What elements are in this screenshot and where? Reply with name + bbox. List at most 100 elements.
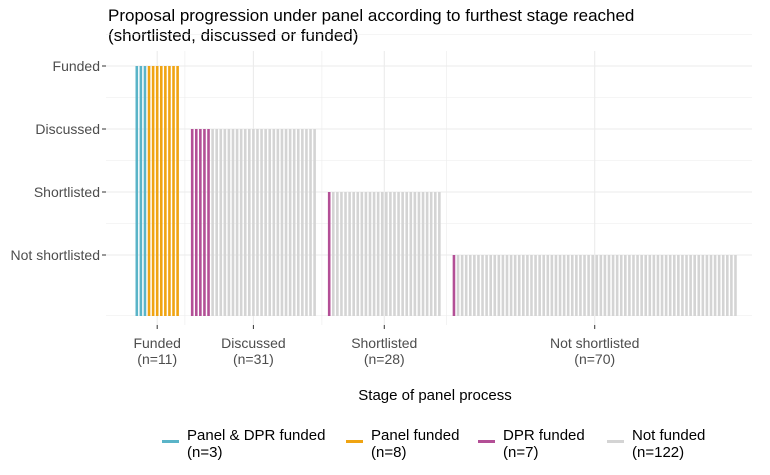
bar-discussed-not-funded	[313, 129, 316, 316]
x-tick-label-funded: Funded	[133, 335, 180, 351]
bar-not-shortlisted-not-funded	[607, 255, 611, 316]
bar-not-shortlisted-not-funded	[726, 255, 729, 316]
bar-not-shortlisted-not-funded	[493, 255, 497, 316]
bar-not-shortlisted-not-funded	[628, 255, 631, 316]
y-tick-label-discussed: Discussed	[35, 121, 100, 137]
bar-not-shortlisted-not-funded	[652, 255, 656, 316]
bar-shortlisted-not-funded	[368, 192, 372, 316]
bar-shortlisted-not-funded	[364, 192, 368, 316]
bar-shortlisted-not-funded	[425, 192, 429, 316]
bar-funded-panel-funded	[172, 66, 175, 316]
x-tick-count-funded: (n=11)	[137, 351, 177, 367]
bar-shortlisted-not-funded	[336, 192, 339, 316]
bar-not-shortlisted-not-funded	[575, 255, 578, 316]
bar-shortlisted-not-funded	[421, 192, 425, 316]
bar-not-shortlisted-not-funded	[603, 255, 607, 316]
legend-item-panel-dpr-funded: Panel & DPR funded (n=3)	[162, 427, 325, 461]
bar-shortlisted-not-funded	[429, 192, 433, 316]
bar-funded-panel-dpr-funded	[143, 66, 147, 316]
bar-not-shortlisted-not-funded	[640, 255, 643, 316]
bar-not-shortlisted-not-funded	[693, 255, 696, 316]
bar-not-shortlisted-not-funded	[685, 255, 688, 316]
bar-funded-panel-funded	[164, 66, 167, 316]
bar-shortlisted-not-funded	[340, 192, 343, 316]
bar-discussed-not-funded	[309, 129, 312, 316]
x-tick-label-discussed: Discussed	[221, 335, 286, 351]
bar-shortlisted-not-funded	[413, 192, 417, 316]
bar-shortlisted-not-funded	[397, 192, 400, 316]
bar-shortlisted-not-funded	[376, 192, 380, 316]
bar-funded-panel-dpr-funded	[139, 66, 143, 316]
legend-item-dpr-funded: DPR funded (n=7)	[478, 427, 585, 461]
bar-not-shortlisted-not-funded	[513, 255, 517, 316]
bar-discussed-dpr-funded	[190, 129, 194, 316]
bar-not-shortlisted-not-funded	[713, 255, 717, 316]
bar-not-shortlisted-not-funded	[709, 255, 713, 316]
bar-not-shortlisted-not-funded	[660, 255, 664, 316]
bar-discussed-not-funded	[264, 129, 267, 316]
bar-not-shortlisted-not-funded	[562, 255, 566, 316]
y-tick-label-shortlisted: Shortlisted	[34, 184, 100, 200]
bar-discussed-not-funded	[260, 129, 263, 316]
legend-swatch-not-funded	[607, 440, 624, 443]
bar-discussed-not-funded	[231, 129, 235, 316]
bar-not-shortlisted-not-funded	[538, 255, 541, 316]
chart-subtitle: (shortlisted, discussed or funded)	[108, 26, 359, 45]
bar-not-shortlisted-not-funded	[526, 255, 529, 316]
bar-not-shortlisted-not-funded	[664, 255, 668, 316]
bar-not-shortlisted-not-funded	[668, 255, 672, 316]
bar-not-shortlisted-not-funded	[570, 255, 574, 316]
bar-funded-panel-funded	[168, 66, 171, 316]
bar-discussed-not-funded	[248, 129, 251, 316]
legend-label-dpr-funded: DPR funded	[503, 427, 585, 444]
bar-funded-panel-funded	[155, 66, 159, 316]
bar-shortlisted-not-funded	[331, 192, 335, 316]
bar-shortlisted-not-funded	[393, 192, 396, 316]
bar-discussed-not-funded	[268, 129, 272, 316]
bar-not-shortlisted-not-funded	[460, 255, 464, 316]
bar-funded-panel-funded	[151, 66, 155, 316]
bar-shortlisted-not-funded	[438, 192, 441, 316]
bar-shortlisted-not-funded	[360, 192, 364, 316]
bar-shortlisted-not-funded	[348, 192, 351, 316]
y-tick-label-not-shortlisted: Not shortlisted	[11, 247, 100, 263]
bar-shortlisted-not-funded	[385, 192, 388, 316]
bar-not-shortlisted-not-funded	[656, 255, 660, 316]
legend-count-panel-dpr-funded: (n=3)	[187, 444, 223, 461]
x-tick-count-not-shortlisted: (n=70)	[574, 351, 615, 367]
bar-not-shortlisted-not-funded	[485, 255, 488, 316]
bar-discussed-not-funded	[288, 129, 292, 316]
bar-not-shortlisted-not-funded	[730, 255, 733, 316]
x-tick-label-shortlisted: Shortlisted	[351, 335, 417, 351]
bar-shortlisted-not-funded	[433, 192, 437, 316]
bar-discussed-not-funded	[305, 129, 308, 316]
chart-plot: Funded Discussed Shortlisted Not shortliste…	[11, 34, 752, 404]
bar-funded-panel-funded	[159, 66, 163, 316]
bar-shortlisted-not-funded	[389, 192, 392, 316]
bar-not-shortlisted-not-funded	[554, 255, 558, 316]
bar-not-shortlisted-not-funded	[624, 255, 627, 316]
bar-not-shortlisted-not-funded	[672, 255, 676, 316]
bar-not-shortlisted-not-funded	[583, 255, 586, 316]
bar-not-shortlisted-not-funded	[599, 255, 603, 316]
bar-discussed-not-funded	[276, 129, 280, 316]
legend-label-not-funded: Not funded	[632, 427, 706, 444]
bar-not-shortlisted-not-funded	[705, 255, 709, 316]
bar-discussed-not-funded	[227, 129, 231, 316]
bar-shortlisted-dpr-funded	[327, 192, 331, 316]
bar-shortlisted-not-funded	[356, 192, 360, 316]
bar-not-shortlisted-not-funded	[550, 255, 554, 316]
bar-not-shortlisted-not-funded	[644, 255, 648, 316]
legend-count-panel-funded: (n=8)	[371, 444, 407, 461]
bar-discussed-not-funded	[223, 129, 227, 316]
bar-not-shortlisted-not-funded	[566, 255, 570, 316]
legend-count-dpr-funded: (n=7)	[503, 444, 539, 461]
bar-discussed-not-funded	[215, 129, 218, 316]
bar-discussed-not-funded	[284, 129, 288, 316]
bar-discussed-not-funded	[252, 129, 255, 316]
legend-swatch-panel-funded	[346, 440, 363, 443]
bar-not-shortlisted-not-funded	[697, 255, 701, 316]
bar-not-shortlisted-not-funded	[546, 255, 550, 316]
bar-funded-panel-dpr-funded	[135, 66, 139, 316]
bar-not-shortlisted-not-funded	[677, 255, 680, 316]
